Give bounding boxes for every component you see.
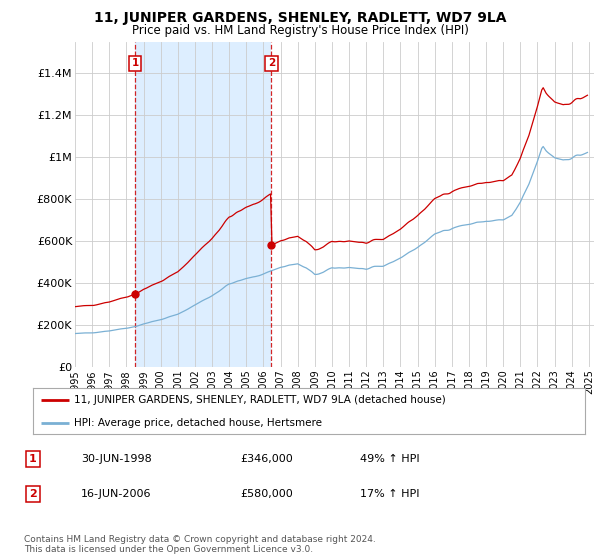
Text: 30-JUN-1998: 30-JUN-1998 (81, 454, 152, 464)
Text: 1: 1 (131, 58, 139, 68)
Bar (135, 42, 271, 367)
Text: 2: 2 (29, 489, 37, 499)
Text: £346,000: £346,000 (240, 454, 293, 464)
Text: Price paid vs. HM Land Registry's House Price Index (HPI): Price paid vs. HM Land Registry's House … (131, 24, 469, 37)
Text: £580,000: £580,000 (240, 489, 293, 499)
Text: 1: 1 (29, 454, 37, 464)
Text: 2: 2 (268, 58, 275, 68)
Text: 17% ↑ HPI: 17% ↑ HPI (360, 489, 419, 499)
Text: 11, JUNIPER GARDENS, SHENLEY, RADLETT, WD7 9LA: 11, JUNIPER GARDENS, SHENLEY, RADLETT, W… (94, 11, 506, 25)
Text: 11, JUNIPER GARDENS, SHENLEY, RADLETT, WD7 9LA (detached house): 11, JUNIPER GARDENS, SHENLEY, RADLETT, W… (74, 395, 446, 405)
Text: Contains HM Land Registry data © Crown copyright and database right 2024.
This d: Contains HM Land Registry data © Crown c… (24, 535, 376, 554)
Text: 16-JUN-2006: 16-JUN-2006 (81, 489, 151, 499)
Text: HPI: Average price, detached house, Hertsmere: HPI: Average price, detached house, Hert… (74, 418, 322, 428)
Text: 49% ↑ HPI: 49% ↑ HPI (360, 454, 419, 464)
